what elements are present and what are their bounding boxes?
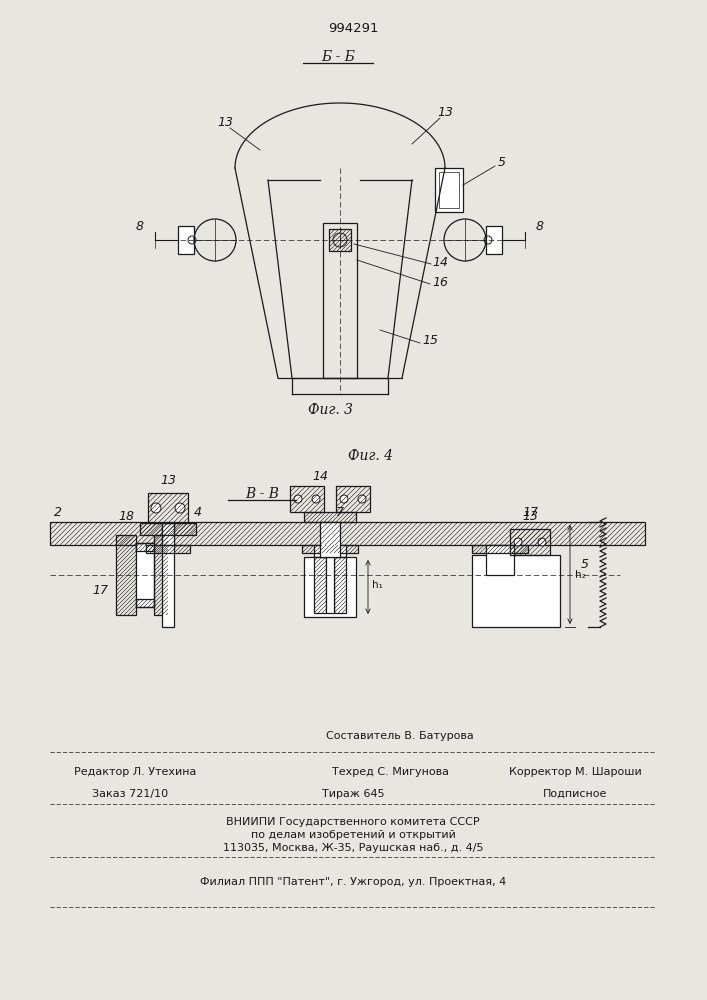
Text: 8: 8 [136,220,144,232]
Text: Составитель В. Батурова: Составитель В. Батурова [326,731,474,741]
Text: Подписное: Подписное [543,789,607,799]
Text: 13: 13 [522,510,538,524]
Bar [116,535,136,615]
Circle shape [538,538,546,546]
Bar [304,557,356,617]
Text: 113035, Москва, Ж-35, Раушская наб., д. 4/5: 113035, Москва, Ж-35, Раушская наб., д. … [223,843,484,853]
Bar [439,172,459,208]
Text: 17: 17 [522,506,538,518]
Bar [326,557,334,613]
Text: Фиг. 3: Фиг. 3 [308,403,353,417]
Bar [146,545,190,553]
Bar [302,545,358,553]
Text: 2: 2 [54,506,62,518]
Text: 5: 5 [498,155,506,168]
Text: 13: 13 [217,115,233,128]
Circle shape [294,495,302,503]
Bar [140,523,196,535]
Text: по делам изобретений и открытий: по делам изобретений и открытий [250,830,455,840]
Circle shape [151,503,161,513]
Bar [323,223,357,378]
Text: Б - Б: Б - Б [321,50,355,64]
Text: 994291: 994291 [328,21,378,34]
Text: 17: 17 [92,584,108,597]
Bar [435,168,463,212]
Bar [162,523,174,627]
Bar [320,522,340,557]
Bar [154,535,168,615]
Bar [329,229,351,251]
Bar [162,523,174,545]
Text: Тираж 645: Тираж 645 [322,789,385,799]
Text: Фиг. 4: Фиг. 4 [348,449,392,463]
Text: 16: 16 [432,275,448,288]
Bar [136,543,154,551]
Bar [136,543,154,607]
Bar [304,512,356,522]
Text: 15: 15 [422,334,438,347]
Text: 4: 4 [194,506,202,518]
Circle shape [514,538,522,546]
Text: 8: 8 [536,220,544,232]
Text: 7: 7 [336,506,344,518]
Text: 14: 14 [312,470,328,483]
Text: h₂: h₂ [575,570,586,580]
Text: 13: 13 [437,105,453,118]
Text: 18: 18 [118,510,134,524]
Text: h₁: h₁ [372,580,383,590]
Bar [50,522,645,545]
Text: 14: 14 [432,255,448,268]
Circle shape [358,495,366,503]
Text: Заказ 721/10: Заказ 721/10 [92,789,168,799]
Text: В - В: В - В [245,487,279,501]
Bar [510,529,550,555]
Text: ВНИИПИ Государственного комитета СССР: ВНИИПИ Государственного комитета СССР [226,817,480,827]
Text: 5: 5 [581,558,589,572]
Bar [290,486,324,512]
Bar [472,555,560,627]
Circle shape [340,495,348,503]
Text: Редактор Л. Утехина: Редактор Л. Утехина [74,767,196,777]
Circle shape [175,503,185,513]
Bar [148,493,188,523]
Circle shape [312,495,320,503]
Text: Филиал ППП "Патент", г. Ужгород, ул. Проектная, 4: Филиал ППП "Патент", г. Ужгород, ул. Про… [200,877,506,887]
Text: 13: 13 [160,475,176,488]
Text: Техред С. Мигунова: Техред С. Мигунова [332,767,448,777]
Bar [178,226,194,254]
Text: Корректор М. Шароши: Корректор М. Шароши [508,767,641,777]
Bar [336,486,370,512]
Bar [136,599,154,607]
Bar [314,557,326,613]
Bar [486,545,514,575]
Bar [334,557,346,613]
Bar [486,226,502,254]
Bar [472,545,528,553]
Bar [314,545,346,557]
